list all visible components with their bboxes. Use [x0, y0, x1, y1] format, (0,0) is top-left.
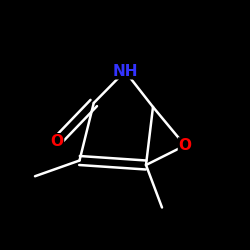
- Text: NH: NH: [112, 64, 138, 79]
- Text: O: O: [178, 138, 192, 153]
- Text: O: O: [50, 134, 64, 149]
